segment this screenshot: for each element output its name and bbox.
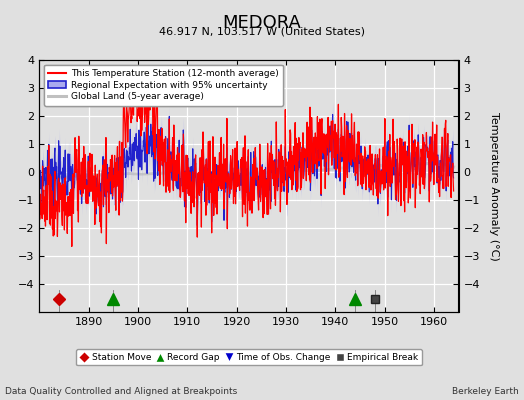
Text: MEDORA: MEDORA [223,14,301,32]
Text: Data Quality Controlled and Aligned at Breakpoints: Data Quality Controlled and Aligned at B… [5,387,237,396]
Legend: This Temperature Station (12-month average), Regional Expectation with 95% uncer: This Temperature Station (12-month avera… [44,64,283,106]
Y-axis label: Temperature Anomaly (°C): Temperature Anomaly (°C) [489,112,499,260]
Text: 46.917 N, 103.517 W (United States): 46.917 N, 103.517 W (United States) [159,26,365,36]
Text: Berkeley Earth: Berkeley Earth [452,387,519,396]
Legend: Station Move, Record Gap, Time of Obs. Change, Empirical Break: Station Move, Record Gap, Time of Obs. C… [77,349,421,366]
